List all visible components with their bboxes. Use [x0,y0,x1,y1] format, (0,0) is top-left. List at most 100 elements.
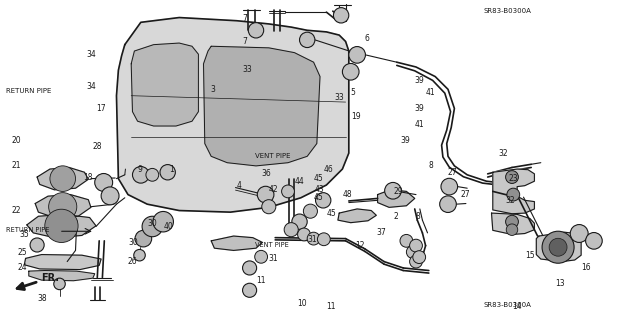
Circle shape [153,211,173,232]
Text: 39: 39 [415,76,424,85]
Circle shape [506,224,518,235]
Polygon shape [536,232,581,262]
Text: RETURN PIPE: RETURN PIPE [6,227,50,233]
Circle shape [248,23,264,38]
Polygon shape [27,214,96,238]
Text: 37: 37 [376,228,386,237]
Text: 25: 25 [17,248,27,256]
Text: 41: 41 [426,88,435,97]
Text: 16: 16 [581,263,591,272]
Text: 15: 15 [525,251,534,260]
Circle shape [440,196,456,212]
Text: 27: 27 [461,190,470,199]
Circle shape [413,251,426,263]
Text: 45: 45 [326,209,336,218]
Circle shape [284,223,298,237]
Circle shape [135,230,152,247]
Text: 18: 18 [83,173,93,182]
Circle shape [243,261,257,275]
Circle shape [410,239,422,252]
Text: 39: 39 [415,104,424,113]
Text: 8: 8 [416,212,420,221]
Text: SR83-B0300A: SR83-B0300A [483,302,531,308]
Circle shape [282,185,294,198]
Text: 4: 4 [237,181,242,189]
Circle shape [134,249,145,261]
Text: RETURN PIPE: RETURN PIPE [6,88,52,94]
Circle shape [45,209,78,242]
Circle shape [95,174,113,191]
Circle shape [586,233,602,249]
Circle shape [142,216,163,237]
Circle shape [316,193,331,208]
Circle shape [54,278,65,290]
Text: 11: 11 [326,302,336,311]
Text: 7: 7 [242,37,247,46]
Polygon shape [24,255,101,270]
Circle shape [506,171,518,183]
Circle shape [303,204,317,218]
Text: 22: 22 [12,206,21,215]
Circle shape [255,250,268,263]
Text: 26: 26 [128,257,138,266]
Text: 45: 45 [314,174,323,183]
Text: 38: 38 [37,294,47,303]
Circle shape [342,63,359,80]
Circle shape [50,166,76,191]
Circle shape [307,232,320,245]
Text: 36: 36 [261,169,271,178]
Text: 19: 19 [351,112,360,121]
Text: 35: 35 [19,230,29,239]
Text: 30: 30 [128,238,138,247]
Circle shape [262,200,276,214]
Text: 42: 42 [269,185,278,194]
Text: 34: 34 [86,82,96,91]
Circle shape [300,32,315,48]
Circle shape [292,214,307,229]
Text: 12: 12 [355,241,365,250]
Circle shape [49,193,77,221]
Text: 32: 32 [506,197,515,205]
Text: FR.: FR. [17,272,60,290]
Polygon shape [211,236,262,250]
Polygon shape [204,46,320,166]
Text: 20: 20 [12,136,21,145]
Text: 10: 10 [298,299,307,308]
Circle shape [132,167,149,183]
Text: 7: 7 [242,14,247,23]
Circle shape [333,8,349,23]
Polygon shape [338,209,376,223]
Circle shape [406,246,419,258]
Text: 3: 3 [210,85,215,94]
Text: 40: 40 [163,222,173,231]
Circle shape [506,215,518,228]
Text: SR83-B0300A: SR83-B0300A [483,8,531,14]
Text: 44: 44 [294,177,304,186]
Text: VENT PIPE: VENT PIPE [255,153,290,159]
Text: 29: 29 [394,187,403,196]
Polygon shape [492,213,534,234]
Text: 30: 30 [147,219,157,228]
Circle shape [257,186,274,203]
Text: 23: 23 [509,174,518,182]
Text: 39: 39 [400,136,410,145]
Polygon shape [493,169,534,214]
Text: 33: 33 [242,65,252,74]
Circle shape [101,187,119,205]
Text: 43: 43 [315,185,324,194]
Text: 45: 45 [314,193,323,202]
Polygon shape [35,195,91,218]
Circle shape [400,234,413,247]
Text: 2: 2 [394,212,398,221]
Text: 34: 34 [86,50,96,59]
Circle shape [30,238,44,252]
Circle shape [441,178,458,195]
Polygon shape [116,18,349,212]
Circle shape [549,238,567,256]
Text: 28: 28 [93,142,102,151]
Circle shape [507,188,520,201]
Polygon shape [131,43,198,126]
Text: 5: 5 [351,88,356,97]
Text: 46: 46 [323,165,333,174]
Polygon shape [37,167,88,190]
